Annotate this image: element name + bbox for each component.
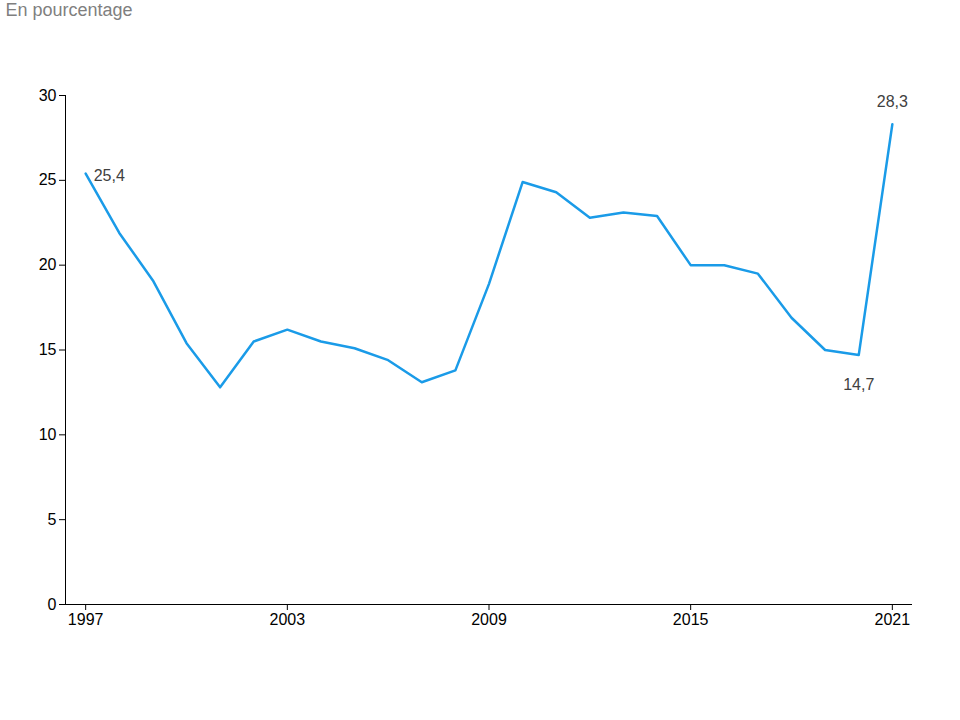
svg-text:25: 25 [39, 171, 57, 188]
svg-text:2021: 2021 [875, 611, 911, 628]
svg-text:5: 5 [48, 511, 57, 528]
svg-text:1997: 1997 [68, 611, 104, 628]
svg-text:15: 15 [39, 341, 57, 358]
svg-text:0: 0 [48, 596, 57, 613]
svg-text:En pourcentage: En pourcentage [6, 0, 133, 20]
svg-text:2009: 2009 [471, 611, 507, 628]
svg-text:30: 30 [39, 87, 57, 104]
svg-text:2003: 2003 [270, 611, 306, 628]
svg-text:25,4: 25,4 [94, 167, 125, 184]
svg-text:14,7: 14,7 [843, 376, 874, 393]
svg-text:10: 10 [39, 426, 57, 443]
svg-text:28,3: 28,3 [877, 93, 908, 110]
svg-text:2015: 2015 [673, 611, 709, 628]
svg-text:20: 20 [39, 256, 57, 273]
